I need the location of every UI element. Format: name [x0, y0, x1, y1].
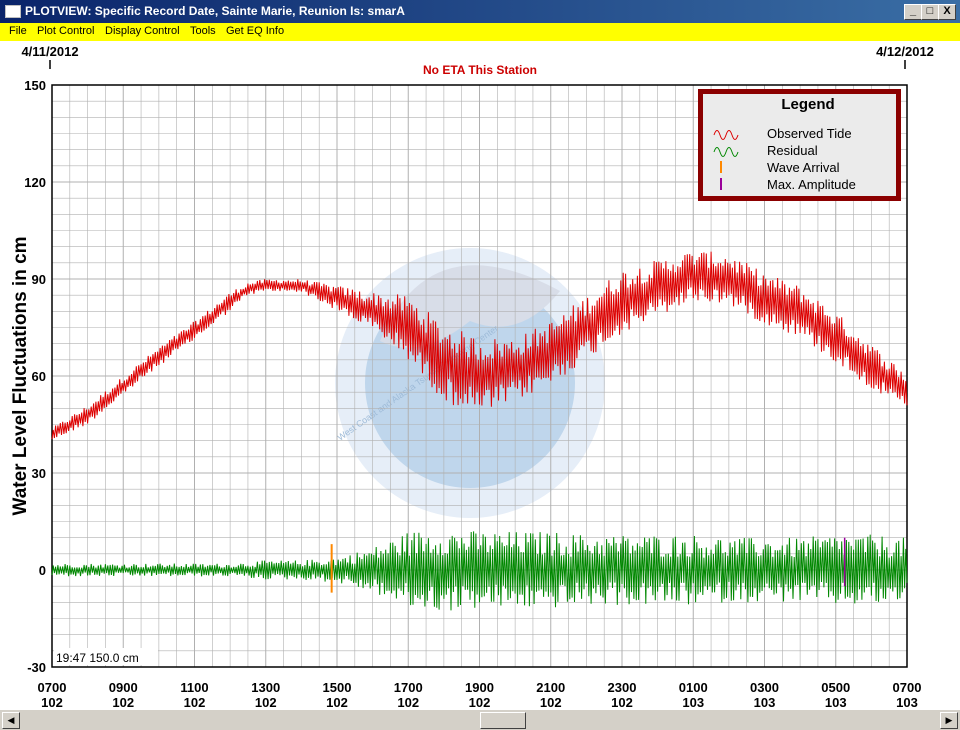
x-tick-time-label: 1100 — [180, 680, 208, 695]
legend-box — [703, 94, 896, 196]
x-axis: 0700102090010211001021300102150010217001… — [38, 680, 922, 710]
water-level-chart[interactable]: West Coast and Alaska Tsunami Warning Ce… — [0, 41, 960, 710]
scroll-left-button[interactable]: ◀ — [2, 712, 20, 729]
window-title: PLOTVIEW: Specific Record Date, Sainte M… — [25, 4, 405, 18]
x-tick-time-label: 1700 — [394, 680, 423, 695]
observed-tide-line — [51, 251, 908, 440]
window-titlebar[interactable]: PLOTVIEW: Specific Record Date, Sainte M… — [0, 0, 960, 23]
x-tick-time-label: 1500 — [323, 680, 352, 695]
x-tick-day-label: 102 — [397, 695, 419, 709]
x-tick-day-label: 103 — [682, 695, 704, 709]
y-tick-label: 60 — [32, 369, 46, 384]
cursor-readout-bg — [54, 648, 158, 665]
menu-display-control[interactable]: Display Control — [105, 25, 180, 37]
chart-title: No ETA This Station — [423, 63, 537, 77]
app-icon — [5, 5, 21, 18]
x-tick-time-label: 2300 — [608, 680, 637, 695]
series-layer — [51, 251, 908, 611]
menu-tools[interactable]: Tools — [190, 25, 216, 37]
plot-frame — [51, 84, 908, 668]
y-tick-label: -30 — [27, 660, 46, 675]
x-tick-time-label: 0900 — [109, 680, 138, 695]
menu-get-eq-info[interactable]: Get EQ Info — [226, 25, 285, 37]
legend-title: Legend — [781, 96, 834, 113]
y-tick-label: 0 — [39, 563, 46, 578]
scroll-thumb[interactable] — [480, 712, 526, 729]
x-tick-time-label: 2100 — [536, 680, 565, 695]
horizontal-scrollbar[interactable]: ◀ ▶ — [0, 709, 960, 730]
menu-file[interactable]: File — [9, 25, 27, 37]
y-tick-label: 90 — [32, 272, 46, 287]
scroll-right-button[interactable]: ▶ — [940, 712, 958, 729]
legend-wave-arrival-label: Wave Arrival — [767, 160, 840, 175]
close-button[interactable]: X — [938, 4, 956, 20]
legend-residual-label: Residual — [767, 143, 818, 158]
x-tick-day-label: 103 — [754, 695, 776, 709]
start-date-label: 4/11/2012 — [21, 44, 78, 59]
minimize-button[interactable]: _ — [904, 4, 922, 20]
legend-max-amplitude-label: Max. Amplitude — [767, 177, 856, 192]
x-tick-time-label: 0100 — [679, 680, 708, 695]
menu-plot-control[interactable]: Plot Control — [37, 25, 95, 37]
x-tick-day-label: 102 — [326, 695, 348, 709]
plot-area[interactable]: West Coast and Alaska Tsunami Warning Ce… — [0, 41, 960, 710]
x-tick-time-label: 0700 — [38, 680, 67, 695]
y-tick-label: 150 — [24, 78, 46, 93]
end-date-label: 4/12/2012 — [876, 44, 934, 59]
legend-observed-symbol — [713, 130, 739, 140]
x-tick-day-label: 102 — [540, 695, 562, 709]
legend-residual-symbol — [713, 147, 739, 157]
x-tick-day-label: 102 — [611, 695, 633, 709]
x-tick-day-label: 102 — [41, 695, 63, 709]
x-tick-time-label: 0300 — [750, 680, 779, 695]
maximize-button[interactable]: □ — [921, 4, 939, 20]
x-tick-day-label: 102 — [112, 695, 134, 709]
x-tick-day-label: 102 — [184, 695, 206, 709]
x-tick-day-label: 103 — [825, 695, 847, 709]
legend: Legend Observed Tide Residual Wave Arriv… — [698, 89, 901, 201]
y-tick-label: 120 — [24, 175, 46, 190]
x-tick-day-label: 103 — [896, 695, 918, 709]
x-tick-day-label: 102 — [255, 695, 277, 709]
cursor-readout: 19:47 150.0 cm — [56, 651, 139, 665]
x-tick-day-label: 102 — [469, 695, 491, 709]
y-tick-label: 30 — [32, 466, 46, 481]
menu-bar: File Plot Control Display Control Tools … — [0, 23, 960, 41]
residual-line — [51, 531, 908, 611]
y-axis: -30 0 30 60 90 120 150 — [24, 78, 46, 675]
y-axis-label: Water Level Fluctuations in cm — [10, 236, 31, 515]
x-tick-time-label: 0700 — [893, 680, 922, 695]
x-tick-time-label: 0500 — [821, 680, 850, 695]
x-tick-time-label: 1300 — [251, 680, 280, 695]
legend-observed-label: Observed Tide — [767, 126, 852, 141]
x-tick-time-label: 1900 — [465, 680, 494, 695]
